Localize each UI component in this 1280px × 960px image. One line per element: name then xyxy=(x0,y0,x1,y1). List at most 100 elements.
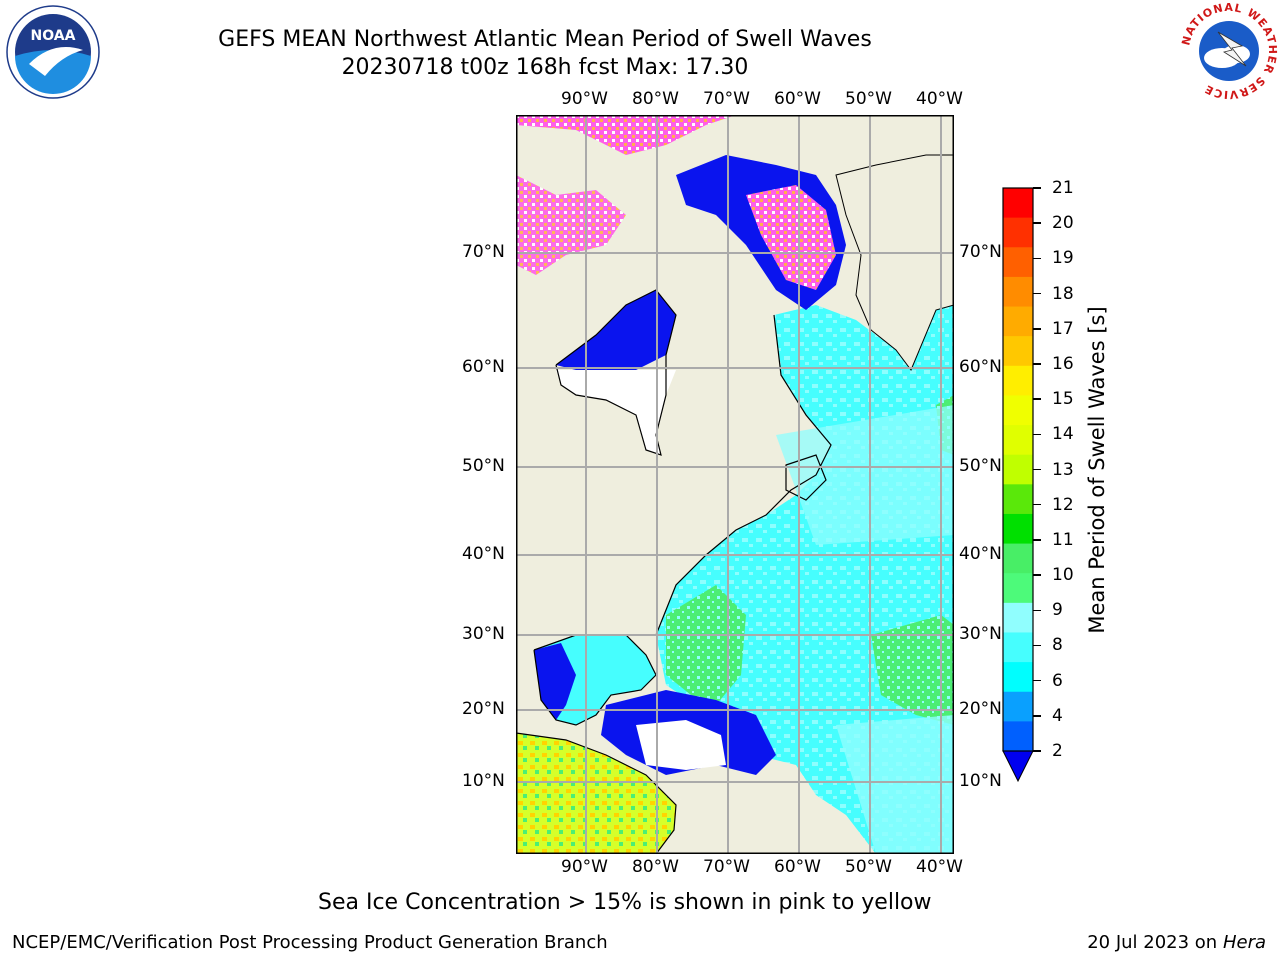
lat-label-right-60n: 60°N xyxy=(959,357,1002,377)
coastline-east-us xyxy=(655,314,832,636)
lat-label-right-20n: 20°N xyxy=(959,699,1002,719)
colorbar-tick-mark xyxy=(1033,433,1041,436)
colorbar-tick-label: 13 xyxy=(1052,459,1074,480)
colorbar-band xyxy=(1003,188,1033,219)
colorbar-band xyxy=(1003,662,1033,693)
lat-label-left-20n: 20°N xyxy=(462,699,505,719)
ocean-green-zone-west xyxy=(666,585,746,705)
lat-label-right-50n: 50°N xyxy=(959,456,1002,476)
colorbar-label: Mean Period of Swell Waves [s] xyxy=(1085,306,1109,634)
colorbar-band xyxy=(1003,484,1033,515)
lon-label-bottom-90w: 90°W xyxy=(561,857,608,877)
colorbar-tick-label: 9 xyxy=(1052,600,1063,621)
colorbar-tick-mark xyxy=(1033,468,1041,471)
greenland-land xyxy=(835,154,954,371)
baffin-sea-ice xyxy=(746,185,836,290)
lat-label-right-70n: 70°N xyxy=(959,242,1002,262)
lon-label-bottom-80w: 80°W xyxy=(632,857,679,877)
colorbar-band xyxy=(1003,217,1033,248)
colorbar-tick-label: 14 xyxy=(1052,424,1074,445)
lat-label-left-50n: 50°N xyxy=(462,456,505,476)
colorbar-tick-mark xyxy=(1033,398,1041,400)
colorbar-tick-label: 6 xyxy=(1052,670,1063,691)
nws-logo: NATIONAL WEATHER SERVICE xyxy=(1180,2,1278,100)
colorbar-tick-mark xyxy=(1033,328,1041,330)
colorbar-tick-mark xyxy=(1033,222,1041,224)
lat-label-left-70n: 70°N xyxy=(462,242,505,262)
lon-label-top-60w: 60°W xyxy=(774,89,821,109)
lon-label-bottom-50w: 50°W xyxy=(845,857,892,877)
chart-title: GEFS MEAN Northwest Atlantic Mean Period… xyxy=(218,27,872,52)
arctic-archipelago-ice xyxy=(516,175,626,275)
coastline-south-america xyxy=(516,732,677,854)
colorbar-band xyxy=(1003,454,1033,485)
colorbar-tick-mark xyxy=(1033,750,1041,752)
colorbar-band xyxy=(1003,632,1033,663)
colorbar-tick-mark xyxy=(1033,574,1041,576)
lon-label-top-90w: 90°W xyxy=(561,89,608,109)
colorbar-tick-label: 11 xyxy=(1052,529,1074,550)
credit-text: NCEP/EMC/Verification Post Processing Pr… xyxy=(12,932,608,953)
colorbar-band xyxy=(1003,306,1033,337)
date-text: 20 Jul 2023 on xyxy=(1087,932,1218,953)
noaa-logo-text: NOAA xyxy=(31,28,76,44)
colorbar-bands xyxy=(1003,188,1033,752)
colorbar-tick-label: 21 xyxy=(1052,178,1074,198)
colorbar-band xyxy=(1003,247,1033,278)
map-panel xyxy=(516,115,954,854)
arctic-sea-ice xyxy=(516,115,736,155)
colorbar-tick-mark xyxy=(1033,363,1041,365)
colorbar-tick-label: 17 xyxy=(1052,318,1074,339)
colorbar-band xyxy=(1003,513,1033,545)
host-name: Hera xyxy=(1222,932,1266,953)
colorbar-band xyxy=(1003,721,1033,752)
lon-label-top-50w: 50°W xyxy=(845,89,892,109)
colorbar-tick-label: 2 xyxy=(1052,741,1063,761)
colorbar-tick-mark xyxy=(1033,609,1041,611)
lat-label-right-30n: 30°N xyxy=(959,624,1002,644)
colorbar-tick-mark xyxy=(1033,539,1041,541)
colorbar-band xyxy=(1003,425,1033,456)
colorbar-tick-mark xyxy=(1033,187,1041,189)
colorbar-band xyxy=(1003,691,1033,722)
colorbar-tick-label: 8 xyxy=(1052,635,1063,656)
colorbar-tick-label: 12 xyxy=(1052,494,1074,515)
lon-label-top-40w: 40°W xyxy=(916,89,963,109)
lon-label-bottom-70w: 70°W xyxy=(703,857,750,877)
colorbar-band xyxy=(1003,543,1033,574)
lat-label-left-60n: 60°N xyxy=(462,357,505,377)
caribbean-white xyxy=(636,720,726,770)
lat-label-left-30n: 30°N xyxy=(462,624,505,644)
ocean-lightcyan-south xyxy=(836,715,954,854)
ocean-green-zone-east xyxy=(871,615,954,725)
colorbar-tick-label: 15 xyxy=(1052,389,1074,410)
colorbar-band xyxy=(1003,395,1033,426)
lon-label-top-80w: 80°W xyxy=(632,89,679,109)
colorbar-band xyxy=(1003,336,1033,367)
lat-label-left-40n: 40°N xyxy=(462,544,505,564)
lon-label-bottom-40w: 40°W xyxy=(916,857,963,877)
coastline-newfoundland xyxy=(785,454,827,501)
colorbar-tick-label: 10 xyxy=(1052,565,1074,586)
colorbar-tick-mark xyxy=(1033,257,1041,260)
date-stamp: 20 Jul 2023 on Hera xyxy=(1087,932,1266,953)
colorbar-under-arrow xyxy=(1002,750,1034,783)
lat-label-right-10n: 10°N xyxy=(959,771,1002,791)
lon-label-bottom-60w: 60°W xyxy=(774,857,821,877)
south-america-swell xyxy=(516,733,676,854)
lat-label-right-40n: 40°N xyxy=(959,544,1002,564)
colorbar-tick-mark xyxy=(1033,292,1041,295)
noaa-logo: NOAA xyxy=(6,5,100,99)
sea-ice-note: Sea Ice Concentration > 15% is shown in … xyxy=(318,890,932,915)
colorbar-tick-label: 20 xyxy=(1052,213,1074,234)
colorbar-tick-label: 18 xyxy=(1052,283,1074,304)
colorbar-band xyxy=(1003,365,1033,396)
lat-label-left-10n: 10°N xyxy=(462,771,505,791)
colorbar-tick-mark xyxy=(1033,503,1041,506)
colorbar-tick-label: 19 xyxy=(1052,248,1074,269)
colorbar-tick-label: 4 xyxy=(1052,705,1063,726)
colorbar-tick-mark xyxy=(1033,679,1041,682)
colorbar xyxy=(1002,187,1034,783)
map-gridlines xyxy=(516,115,954,854)
chart-subtitle: 20230718 t00z 168h fcst Max: 17.30 xyxy=(341,55,749,80)
